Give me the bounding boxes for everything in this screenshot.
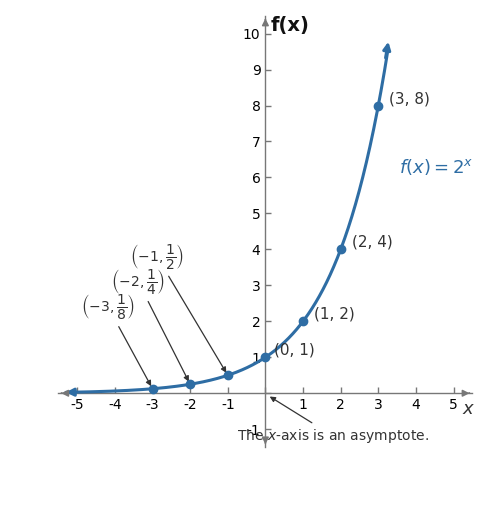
Text: $\left(-3,\dfrac{1}{8}\right)$: $\left(-3,\dfrac{1}{8}\right)$ [81, 292, 150, 385]
Text: $\left(-1,\dfrac{1}{2}\right)$: $\left(-1,\dfrac{1}{2}\right)$ [130, 242, 225, 372]
Text: (1, 2): (1, 2) [314, 307, 355, 322]
Text: (0, 1): (0, 1) [274, 343, 315, 358]
Text: (2, 4): (2, 4) [352, 235, 393, 250]
Text: f(x): f(x) [271, 16, 310, 35]
Text: (3, 8): (3, 8) [390, 91, 431, 106]
Text: x: x [463, 400, 473, 419]
Text: $f(x) = 2^x$: $f(x) = 2^x$ [399, 157, 473, 177]
Text: $\left(-2,\dfrac{1}{4}\right)$: $\left(-2,\dfrac{1}{4}\right)$ [111, 267, 188, 381]
Text: The $x$-axis is an asymptote.: The $x$-axis is an asymptote. [237, 397, 429, 445]
